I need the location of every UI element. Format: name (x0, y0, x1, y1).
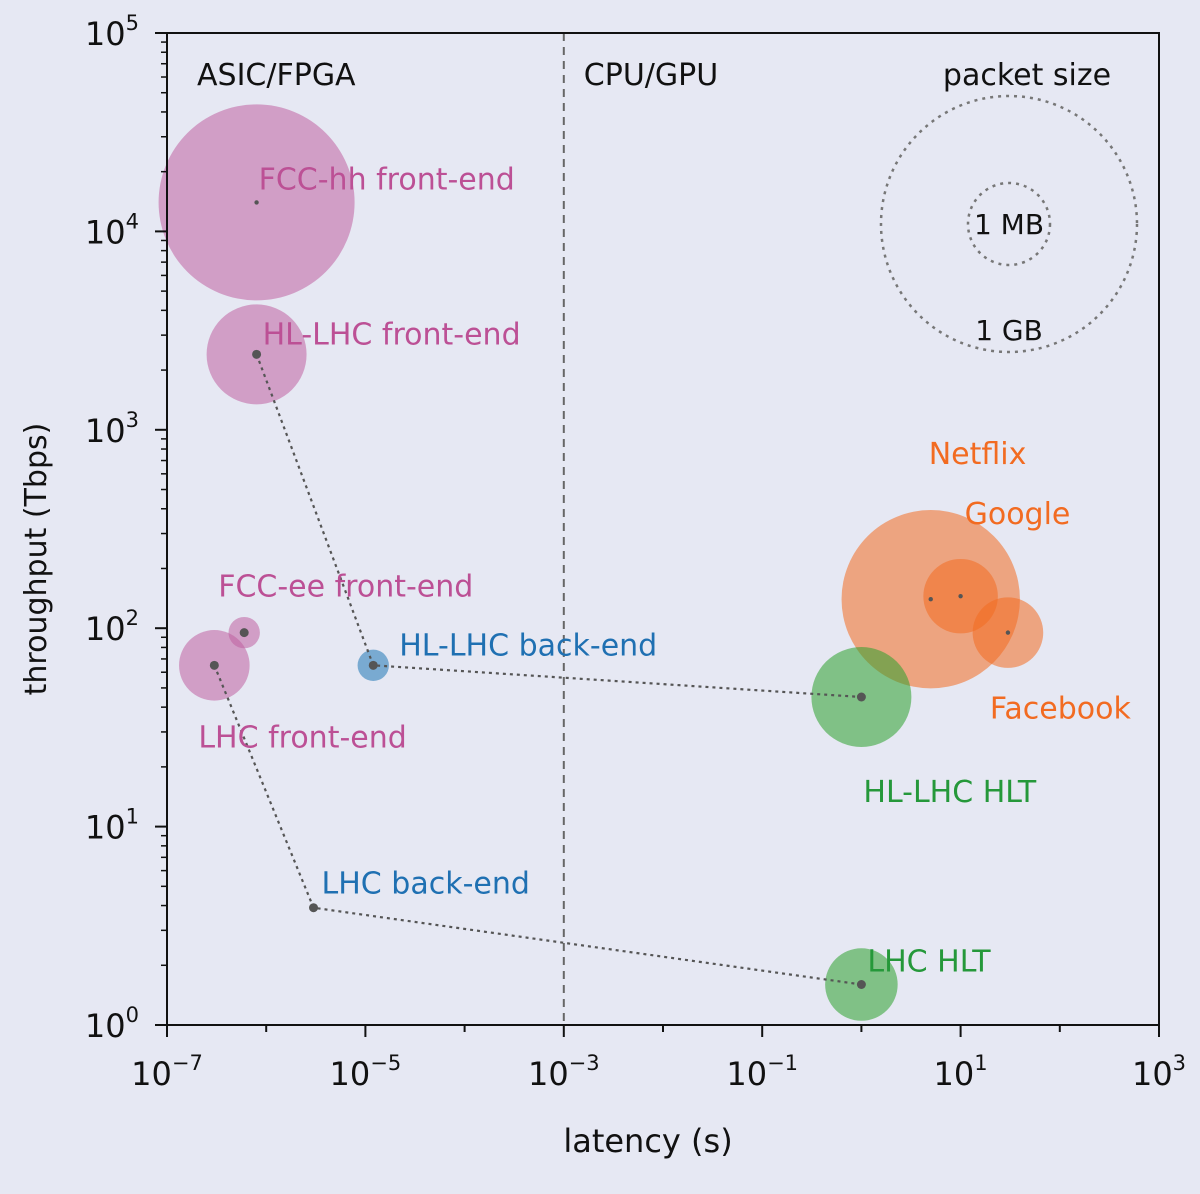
point-hl-lhc-front-end (252, 349, 262, 359)
point-netflix (928, 597, 933, 602)
y-tick-label-0-base: 10 (85, 1007, 126, 1045)
y-tick-label-1-exp: 1 (126, 805, 139, 829)
label-hl-lhc-front-end: HL-LHC front-end (263, 317, 521, 352)
x-tick-label-3-base: 10 (726, 1055, 767, 1093)
x-tick-label-1-base: 10 (330, 1055, 371, 1093)
point-lhc-hlt (856, 980, 866, 990)
label-facebook: Facebook (990, 692, 1132, 727)
point-lhc-back-end (309, 903, 319, 913)
label-hl-lhc-back-end: HL-LHC back-end (399, 628, 657, 663)
x-tick-label-5-exp: 3 (1173, 1051, 1186, 1075)
y-tick-label-5-base: 10 (85, 15, 126, 53)
x-tick-label-0-exp: −7 (172, 1051, 203, 1075)
y-tick-label-4-exp: 4 (126, 209, 139, 233)
cpu-gpu-region-label: CPU/GPU (584, 58, 718, 93)
point-fcc-ee-front-end (239, 628, 249, 638)
x-tick-label-2-exp: −3 (569, 1051, 600, 1075)
x-tick-label-1-exp: −5 (370, 1051, 401, 1075)
y-axis-label: throughput (Tbps) (19, 423, 54, 696)
size-legend-1mb-label: 1 MB (974, 208, 1044, 241)
x-axis-label: latency (s) (563, 1122, 732, 1160)
y-tick-label-4-base: 10 (85, 213, 126, 251)
size-legend-1mb-circle (966, 181, 1052, 267)
connection-lines (209, 200, 1011, 990)
size-legend-title: packet size (943, 58, 1111, 93)
connection-line-2 (213, 664, 862, 986)
bubbles-layer (158, 104, 1044, 1021)
x-tick-label-4-base: 10 (934, 1055, 975, 1093)
size-legend: packet size 1 MB 1 GB (879, 58, 1139, 354)
connection-line-1 (255, 353, 862, 699)
y-tick-label-2-exp: 2 (126, 606, 139, 630)
x-tick-label-5-base: 10 (1132, 1055, 1173, 1093)
point-facebook (1005, 630, 1011, 635)
x-tick-label-4: 101 (934, 1051, 988, 1093)
y-tick-label-0: 100 (85, 1003, 139, 1045)
label-lhc-back-end: LHC back-end (322, 867, 530, 902)
label-hl-lhc-hlt: HL-LHC HLT (863, 775, 1036, 810)
bubble-labels: FCC-hh front-end HL-LHC front-end FCC-ee f… (198, 162, 1131, 979)
point-hl-lhc-hlt (856, 692, 866, 702)
point-google (958, 593, 963, 599)
x-tick-label-3: 10−1 (726, 1051, 798, 1093)
x-tick-label-1: 10−5 (330, 1051, 402, 1093)
point-fcc-hh-front-end (254, 200, 259, 205)
y-tick-label-3-base: 10 (85, 412, 126, 450)
x-tick-label-5: 103 (1132, 1051, 1186, 1093)
label-netflix: Netflix (929, 437, 1027, 472)
y-tick-label-2: 102 (85, 606, 139, 648)
x-tick-label-0: 10−7 (131, 1051, 203, 1093)
y-tick-label-3: 103 (85, 408, 139, 450)
label-fcc-hh-front-end: FCC-hh front-end (259, 162, 515, 197)
label-lhc-front-end: LHC front-end (198, 720, 406, 755)
label-fcc-ee-front-end: FCC-ee front-end (218, 570, 473, 605)
label-google: Google (965, 497, 1071, 532)
point-lhc-front-end (209, 660, 219, 670)
y-tick-label-3-exp: 3 (126, 408, 139, 432)
y-tick-label-2-base: 10 (85, 610, 126, 648)
size-legend-1gb-label: 1 GB (975, 314, 1043, 347)
y-tick-label-0-exp: 0 (126, 1003, 139, 1027)
x-tick-label-3-exp: −1 (767, 1051, 798, 1075)
y-tick-label-4: 104 (85, 209, 139, 251)
x-tick-label-2-base: 10 (528, 1055, 569, 1093)
x-tick-label-4-exp: 1 (974, 1051, 987, 1075)
asic-fpga-region-label: ASIC/FPGA (197, 58, 356, 93)
y-tick-label-5-exp: 5 (126, 11, 139, 35)
size-legend-1gb-circle (879, 94, 1139, 354)
y-tick-label-1-base: 10 (85, 809, 126, 847)
x-tick-label-0-base: 10 (131, 1055, 172, 1093)
y-tick-label-5: 105 (85, 11, 139, 53)
x-tick-label-2: 10−3 (528, 1051, 600, 1093)
point-hl-lhc-back-end (368, 660, 378, 670)
y-tick-label-1: 101 (85, 805, 139, 847)
label-lhc-hlt: LHC HLT (867, 945, 991, 980)
